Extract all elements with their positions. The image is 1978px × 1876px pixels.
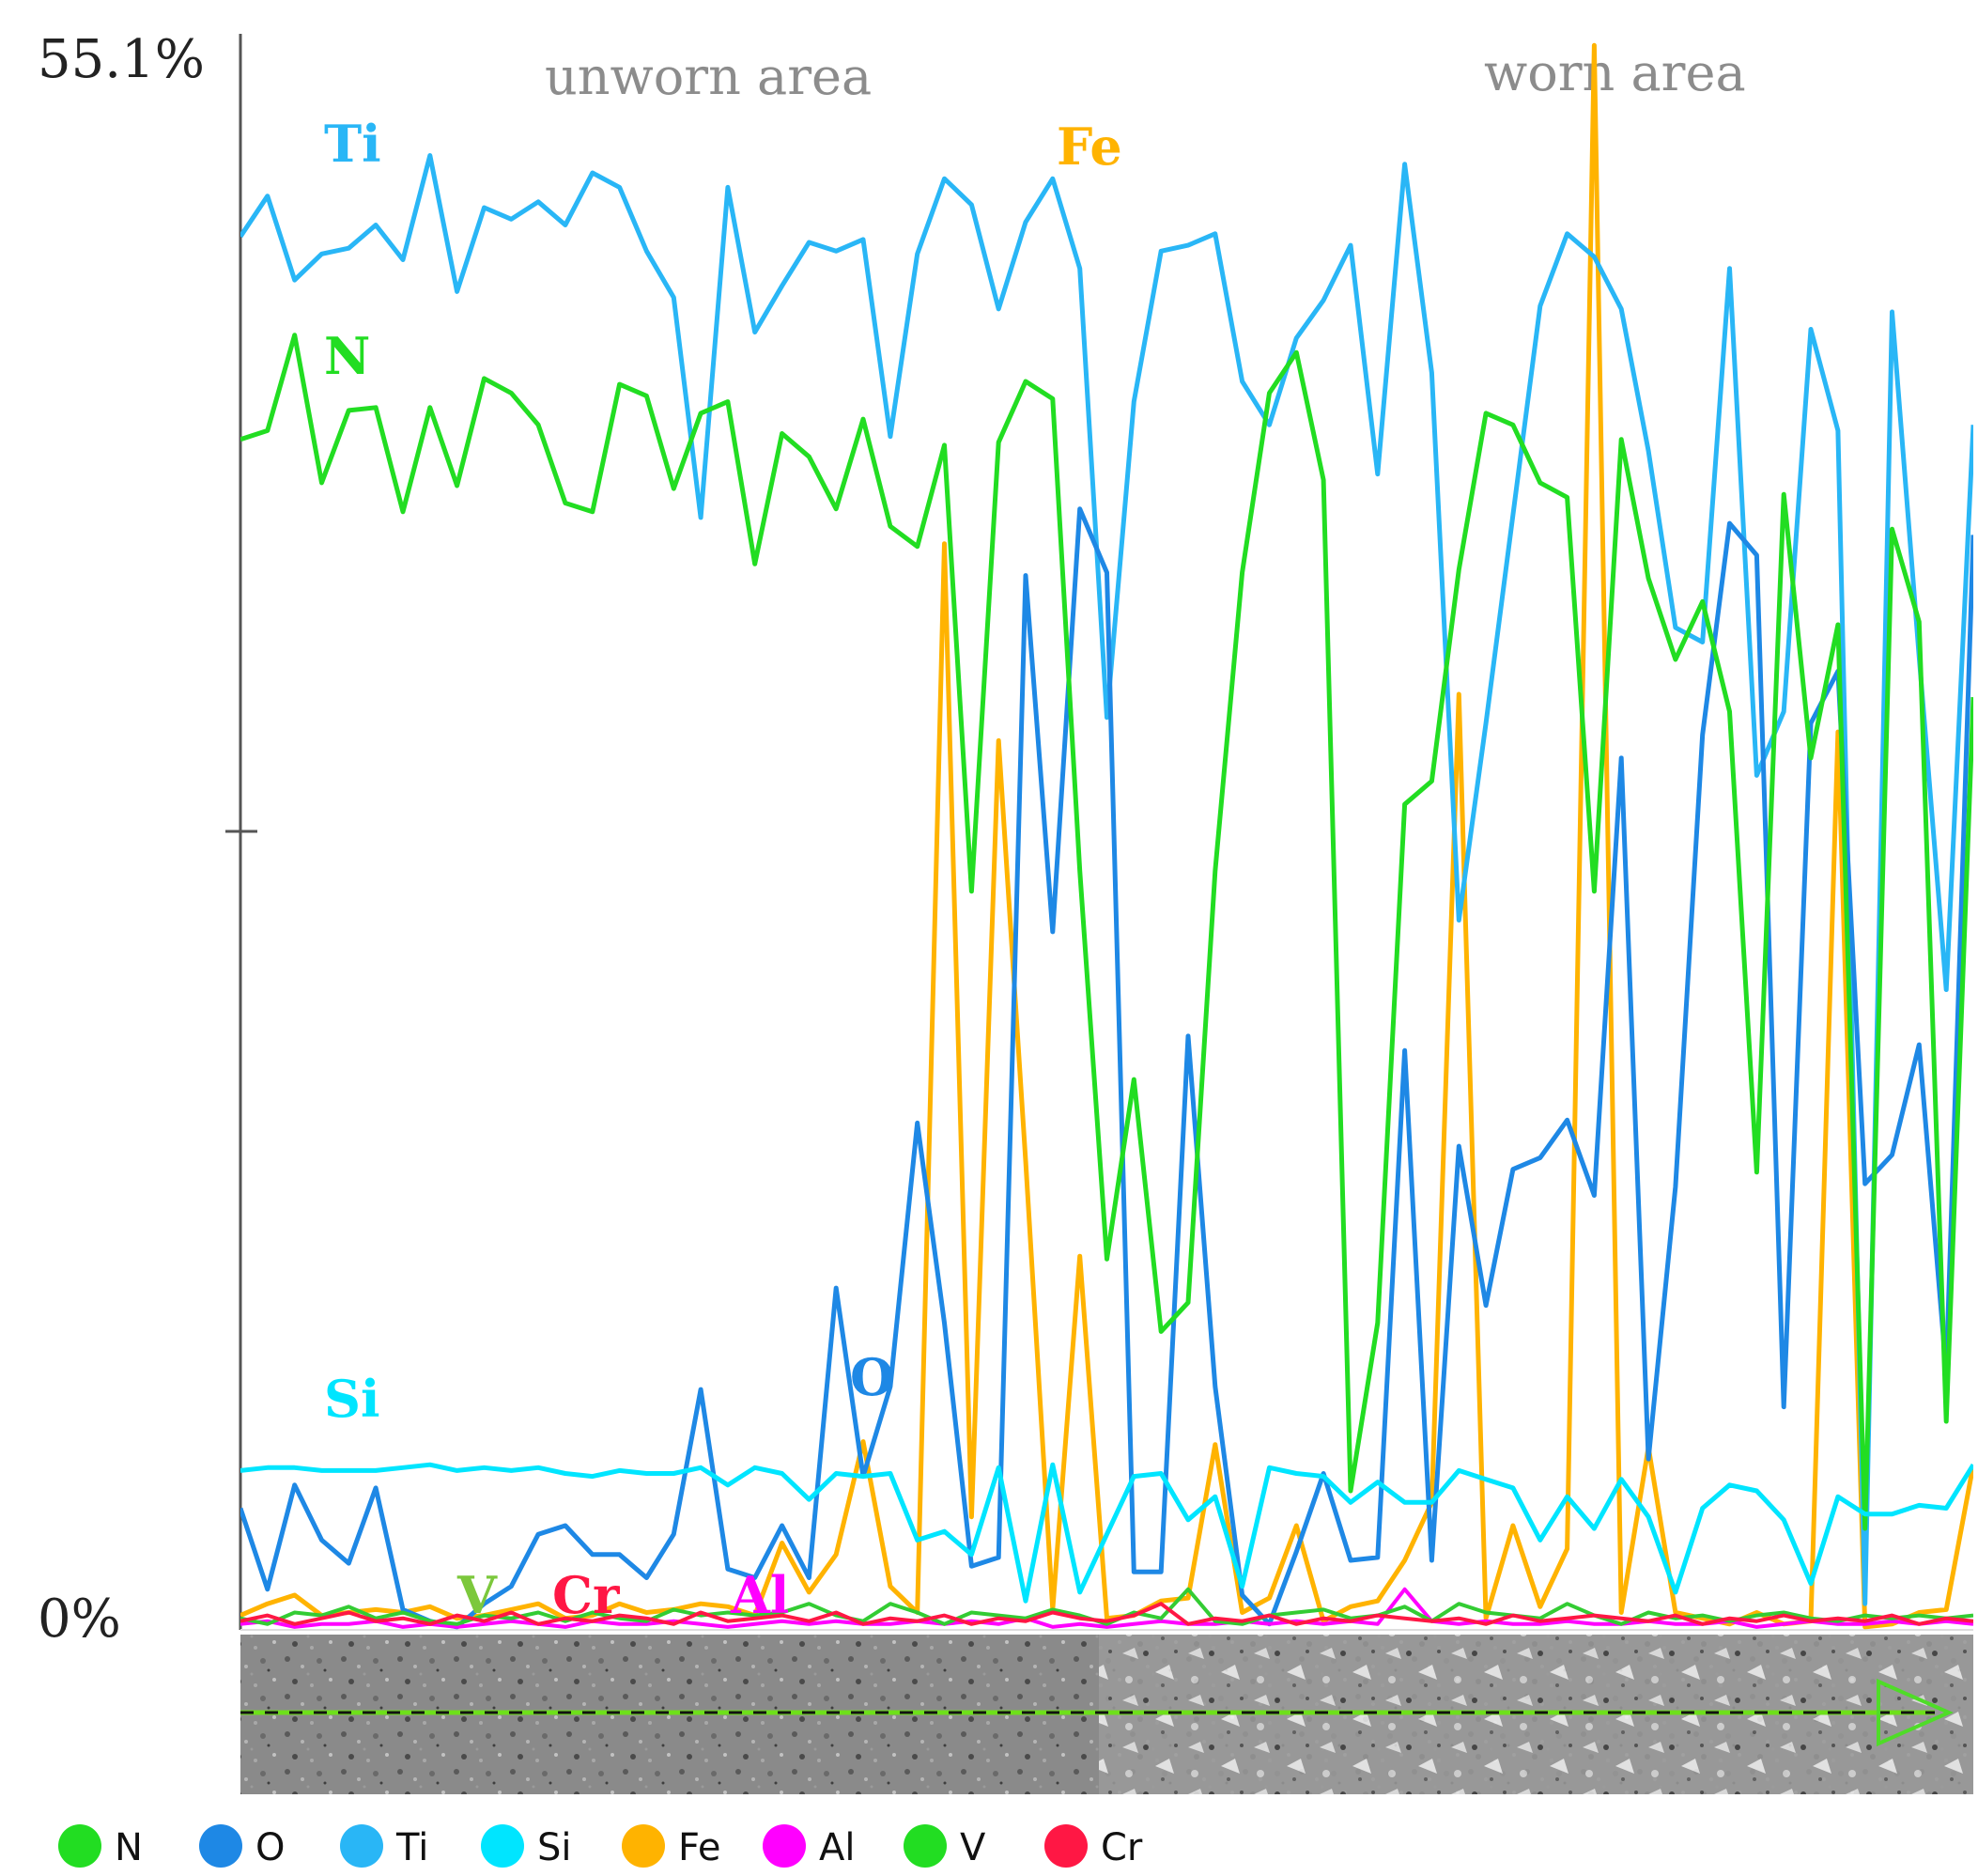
legend-swatch-n — [58, 1824, 101, 1868]
legend-swatch-cr — [1044, 1824, 1088, 1868]
legend-label-n: N — [115, 1826, 143, 1869]
legend-swatch-si — [481, 1824, 524, 1868]
y-tick-min: 0% — [38, 1589, 121, 1650]
legend: N O Ti Si Fe Al V Cr — [58, 1824, 1143, 1869]
series-label-ti: Ti — [324, 114, 381, 174]
series-label-o: O — [850, 1347, 894, 1407]
series-line-al — [240, 1587, 1973, 1629]
legend-label-v: V — [960, 1826, 986, 1869]
legend-swatch-fe — [622, 1824, 665, 1868]
legend-label-ti: Ti — [395, 1826, 428, 1869]
region-label-unworn: unworn area — [545, 47, 872, 106]
legend-label-cr: Cr — [1101, 1826, 1143, 1869]
series-label-v: V — [456, 1565, 498, 1625]
series-layer — [240, 42, 1973, 1630]
series-line-o — [240, 506, 1973, 1630]
legend-swatch-o — [199, 1824, 242, 1868]
series-line-si — [240, 1462, 1973, 1604]
legend-label-si: Si — [537, 1826, 572, 1869]
series-label-n: N — [324, 326, 370, 386]
legend-label-al: Al — [819, 1826, 855, 1869]
series-line-cr — [240, 1602, 1973, 1626]
legend-swatch-v — [904, 1824, 947, 1868]
legend-swatch-al — [763, 1824, 806, 1868]
series-line-ti — [240, 153, 1973, 1606]
series-label-fe: Fe — [1057, 116, 1122, 177]
sem-micrograph — [240, 1635, 1973, 1794]
scan-arrow-icon — [1877, 1678, 1954, 1747]
series-label-cr: Cr — [552, 1565, 620, 1625]
series-label-si: Si — [324, 1369, 380, 1429]
series-line-n — [240, 333, 1973, 1531]
series-line-fe — [240, 42, 1973, 1630]
legend-swatch-ti — [340, 1824, 383, 1868]
y-tick-max: 55.1% — [38, 29, 205, 90]
region-label-worn: worn area — [1484, 43, 1746, 102]
legend-label-o: O — [255, 1826, 285, 1869]
legend-label-fe: Fe — [678, 1826, 720, 1869]
series-label-al: Al — [730, 1565, 789, 1625]
